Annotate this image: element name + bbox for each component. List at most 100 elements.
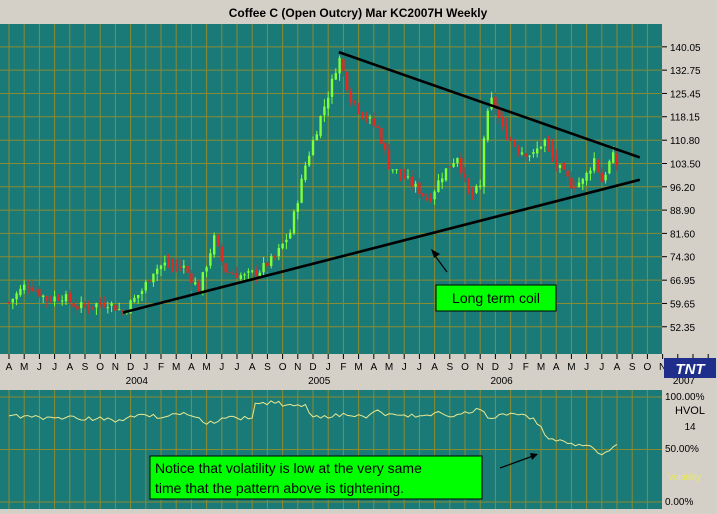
price-axis: 140.05 132.75 125.45 118.15 110.80 103.50 96.2…	[662, 43, 701, 334]
candle-body	[391, 169, 394, 171]
month-tick-label: O	[279, 362, 287, 373]
candle-body	[23, 284, 26, 291]
month-tick-label: M	[385, 362, 393, 373]
candle-body	[114, 304, 117, 311]
candle-body	[220, 246, 223, 262]
candle-body	[159, 265, 163, 270]
candle-body	[422, 193, 425, 197]
hvol-parameter: 14	[684, 422, 696, 433]
candle-body	[387, 149, 391, 170]
price-tick-label: 81.60	[670, 229, 695, 240]
candle-body	[448, 166, 451, 168]
candle-body	[520, 152, 524, 155]
candle-body	[45, 296, 49, 301]
vol-legend: Volatility	[668, 472, 702, 482]
candle-body	[479, 185, 482, 187]
month-tick-label: J	[417, 362, 422, 373]
candle-body	[304, 165, 307, 180]
month-tick-label: J	[402, 362, 407, 373]
candle-body	[395, 169, 398, 171]
candle-body	[76, 305, 79, 310]
month-tick-label: M	[537, 362, 545, 373]
candle-body	[536, 148, 539, 154]
candle-body	[118, 309, 121, 311]
price-tick-label: 132.75	[670, 66, 701, 77]
candlestick-series	[7, 53, 619, 317]
month-tick-label: J	[508, 362, 513, 373]
candle-body	[34, 290, 37, 292]
month-tick-label: M	[202, 362, 210, 373]
year-tick-label: 2005	[308, 376, 331, 387]
svg-text:TNT: TNT	[675, 361, 706, 378]
candle-body	[167, 260, 170, 266]
candle-body	[53, 296, 56, 302]
candle-body	[596, 159, 600, 172]
candle-body	[102, 302, 106, 307]
candle-body	[589, 170, 592, 174]
candle-body	[209, 253, 212, 266]
candle-body	[437, 180, 440, 192]
candle-body	[517, 147, 520, 153]
chart-title: Coffee C (Open Outcry) Mar KC2007H Weekl…	[229, 6, 488, 20]
price-tick-label: 140.05	[670, 43, 701, 54]
month-tick-label: A	[66, 362, 73, 373]
candle-body	[368, 117, 372, 119]
year-tick-label: 2007	[673, 376, 696, 387]
candle-body	[444, 168, 448, 181]
candle-body	[15, 293, 18, 300]
candle-body	[410, 176, 413, 187]
candle-body	[425, 197, 429, 200]
candle-body	[441, 178, 444, 183]
month-tick-label: N	[659, 362, 666, 373]
month-tick-label: J	[326, 362, 331, 373]
month-tick-label: O	[96, 362, 104, 373]
candle-body	[323, 106, 326, 116]
candle-body	[494, 96, 497, 109]
candle-body	[501, 117, 505, 127]
month-tick-label: D	[492, 362, 499, 373]
trendlines	[122, 50, 641, 314]
candle-body	[300, 178, 303, 203]
candle-body	[456, 158, 459, 164]
candle-body	[490, 97, 493, 109]
trendline	[338, 50, 641, 159]
candle-body	[399, 168, 402, 176]
candle-body	[186, 265, 189, 273]
candle-body	[577, 182, 581, 188]
month-tick-label: S	[446, 362, 453, 373]
candle-body	[543, 139, 546, 147]
candle-body	[258, 272, 261, 277]
candle-body	[593, 158, 596, 171]
month-tick-label: O	[644, 362, 652, 373]
month-tick-label: J	[219, 362, 224, 373]
candle-body	[277, 247, 280, 257]
candle-body	[346, 72, 349, 91]
candle-body	[528, 155, 531, 157]
candle-body	[144, 281, 147, 291]
candle-body	[137, 294, 140, 299]
candle-body	[532, 152, 535, 154]
candle-body	[289, 232, 292, 239]
candle-body	[452, 163, 455, 167]
candle-body	[197, 282, 201, 293]
candle-body	[281, 243, 284, 249]
candle-body	[190, 273, 193, 283]
month-tick-label: S	[629, 362, 636, 373]
month-tick-label: F	[158, 362, 164, 373]
candle-body	[262, 262, 265, 273]
candle-body	[30, 287, 33, 291]
candle-body	[585, 172, 588, 181]
month-tick-label: J	[52, 362, 57, 373]
candle-body	[163, 262, 166, 266]
candle-body	[64, 294, 68, 302]
month-tick-label: D	[309, 362, 316, 373]
candle-body	[243, 274, 246, 276]
price-tick-label: 110.80	[670, 136, 700, 147]
candle-body	[376, 125, 379, 129]
candle-body	[338, 57, 341, 74]
candle-body	[26, 286, 30, 288]
price-tick-label: 118.15	[670, 113, 700, 124]
candle-body	[133, 297, 136, 302]
month-tick-label: J	[599, 362, 604, 373]
